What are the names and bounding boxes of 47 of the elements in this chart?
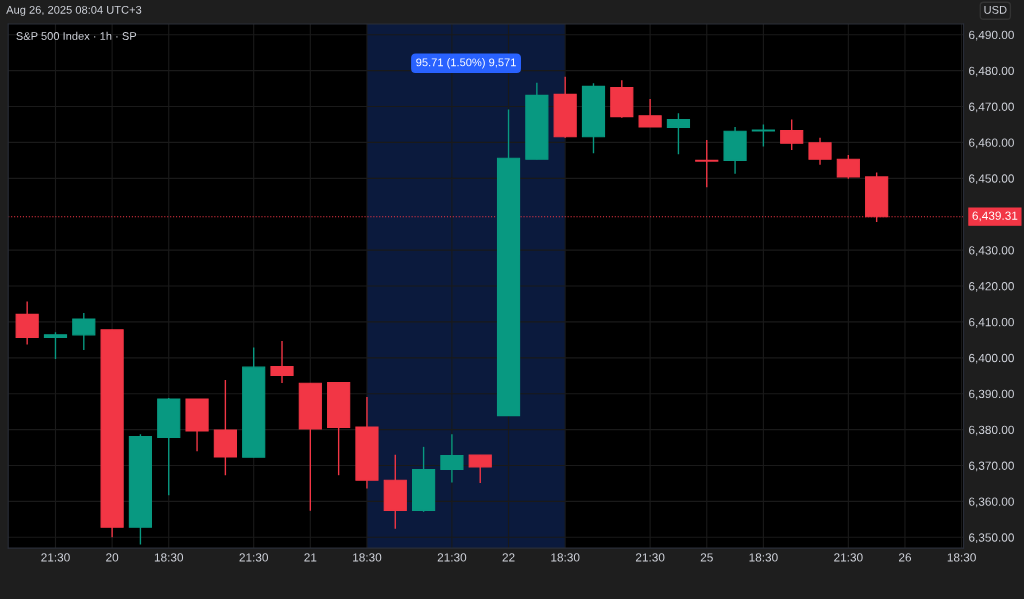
y-tick-label: 6,390.00 — [969, 389, 1014, 400]
y-tick-label: 6,350.00 — [969, 533, 1014, 544]
y-tick-label: 6,490.00 — [969, 30, 1014, 41]
annotation: 95.71 (1.50%) 9,571 — [416, 58, 516, 69]
x-tick-label: 26 — [899, 553, 912, 562]
x-tick-label: 18:30 — [947, 553, 976, 562]
y-tick-label: 6,420.00 — [969, 282, 1014, 292]
x-tick-label: 21:30 — [437, 553, 467, 562]
y-tick-label: 6,470.00 — [969, 102, 1014, 113]
x-tick-label: 18:30 — [551, 553, 580, 562]
y-tick-label: 6,360.00 — [969, 497, 1014, 508]
candlestick — [72, 312, 96, 351]
x-tick-label: 18:30 — [353, 553, 382, 562]
y-tick-label: 6,410.00 — [969, 317, 1014, 328]
ref-line-label: 6,439.31 — [972, 211, 1018, 222]
x-tick-label: 21 — [304, 553, 317, 562]
candlestick — [695, 139, 719, 188]
candlestick — [780, 118, 804, 151]
x-tick-label: 25 — [700, 553, 713, 562]
x-tick-label: 21:30 — [239, 553, 269, 562]
candlestick — [836, 154, 860, 180]
x-tick-label: 21:30 — [41, 553, 70, 562]
y-tick-label: 6,400.00 — [969, 353, 1014, 364]
y-tick-label: 6,370.00 — [969, 461, 1014, 472]
candlestick — [751, 123, 775, 148]
candlestick — [638, 98, 662, 128]
y-tick-label: 6,380.00 — [969, 425, 1014, 436]
x-tick-label: 18:30 — [749, 553, 778, 562]
x-tick-label: 18:30 — [154, 553, 184, 562]
y-tick-label: 6,430.00 — [969, 246, 1014, 256]
candlestick — [440, 433, 464, 484]
candlestick — [270, 340, 294, 384]
text: USD — [984, 5, 1007, 14]
text: S&P 500 Index · 1h · SP — [16, 31, 137, 40]
x-tick-label: 22 — [502, 553, 515, 562]
x-tick-label: 21:30 — [635, 553, 665, 562]
candlestick — [43, 331, 68, 360]
x-tick-label: 21:30 — [834, 553, 863, 562]
candlestick — [666, 112, 691, 155]
y-tick-label: 6,450.00 — [969, 174, 1014, 185]
y-tick-label: 6,460.00 — [969, 138, 1014, 149]
candlestick — [15, 300, 39, 346]
text: Aug 26, 2025 08:04 UTC+3 — [6, 5, 142, 16]
candlestick — [808, 137, 832, 166]
candlestick — [468, 454, 492, 484]
y-tick-label: 6,480.00 — [969, 66, 1014, 77]
x-tick-label: 20 — [106, 553, 119, 562]
